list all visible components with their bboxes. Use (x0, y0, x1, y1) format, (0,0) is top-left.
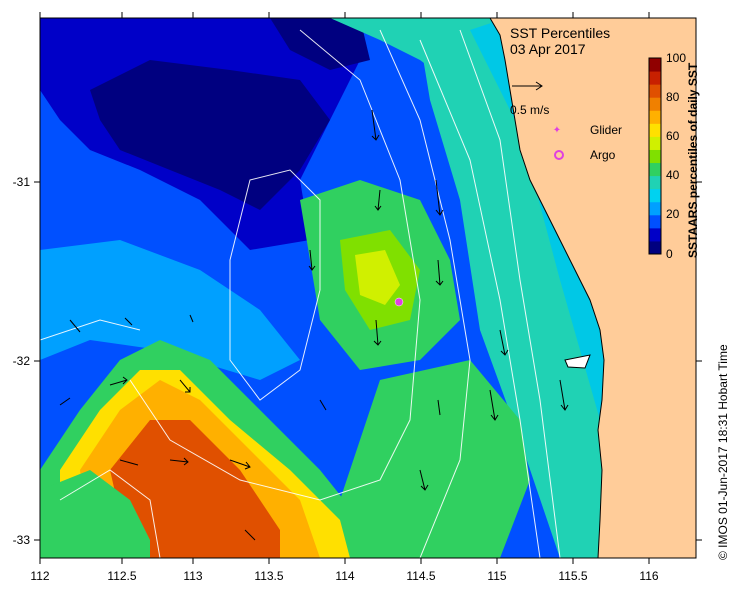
y-axis: -31 -32 -33 (13, 175, 702, 547)
colorbar-label: SSTAARS percentiles of daily SST (686, 62, 700, 258)
platform-legend: ✦ Glider Argo (553, 123, 622, 162)
x-tick-label: 115 (487, 569, 506, 583)
colorbar (649, 58, 661, 255)
y-tick-label: -33 (13, 533, 31, 547)
colorbar-segment (649, 240, 661, 255)
x-tick-label: 112 (30, 569, 49, 583)
colorbar-segment (649, 149, 661, 164)
colorbar-segment (649, 110, 661, 124)
credit-text: © IMOS 01-Jun-2017 18:31 Hobart Time (716, 344, 730, 560)
map-date: 03 Apr 2017 (510, 41, 586, 57)
colorbar-segment (649, 84, 661, 98)
y-tick-label: -32 (13, 354, 31, 368)
colorbar-tick-label: 0 (666, 247, 673, 261)
x-tick-label: 114 (335, 569, 354, 583)
velocity-arrows (59, 109, 569, 541)
argo-marker (394, 297, 404, 307)
x-tick-label: 114.5 (406, 569, 435, 583)
plot-frame (39, 17, 697, 559)
colorbar-segment (649, 123, 661, 137)
colorbar-segment (649, 136, 661, 150)
argo-legend-label: Argo (590, 148, 616, 162)
colorbar-frame (648, 57, 662, 255)
colorbar-tick-label: 60 (666, 129, 680, 143)
velocity-scale-label: 0.5 m/s (510, 103, 549, 117)
colorbar-segment (649, 175, 661, 190)
x-axis: 112 112.5 113 113.5 114 114.5 115 115.5 … (30, 12, 659, 583)
colorbar-segment (649, 214, 661, 229)
coastline-land (489, 18, 696, 558)
colorbar-segment (649, 58, 661, 72)
sst-field (40, 18, 696, 558)
map-title: SST Percentiles (510, 25, 610, 41)
x-tick-label: 115.5 (558, 569, 587, 583)
colorbar-tick-label: 20 (666, 207, 680, 221)
y-tick-label: -31 (13, 175, 31, 189)
colorbar-segment (649, 188, 661, 203)
x-tick-label: 113.5 (254, 569, 283, 583)
colorbar-tick-label: 100 (666, 51, 686, 65)
colorbar-segment (649, 71, 661, 85)
colorbar-segment (649, 227, 661, 242)
velocity-scale-legend: 0.5 m/s (510, 81, 549, 117)
colorbar-tick-label: 80 (666, 90, 680, 104)
contour-lines (40, 29, 561, 558)
argo-legend-icon (554, 150, 564, 160)
x-tick-label: 112.5 (107, 569, 136, 583)
colorbar-segment (649, 97, 661, 111)
x-tick-label: 113 (183, 569, 202, 583)
glider-legend-icon: ✦ (553, 125, 561, 136)
colorbar-segment (649, 201, 661, 216)
colorbar-segment (649, 162, 661, 177)
x-tick-label: 116 (639, 569, 658, 583)
colorbar-tick-label: 40 (666, 168, 680, 182)
glider-legend-label: Glider (590, 123, 622, 137)
